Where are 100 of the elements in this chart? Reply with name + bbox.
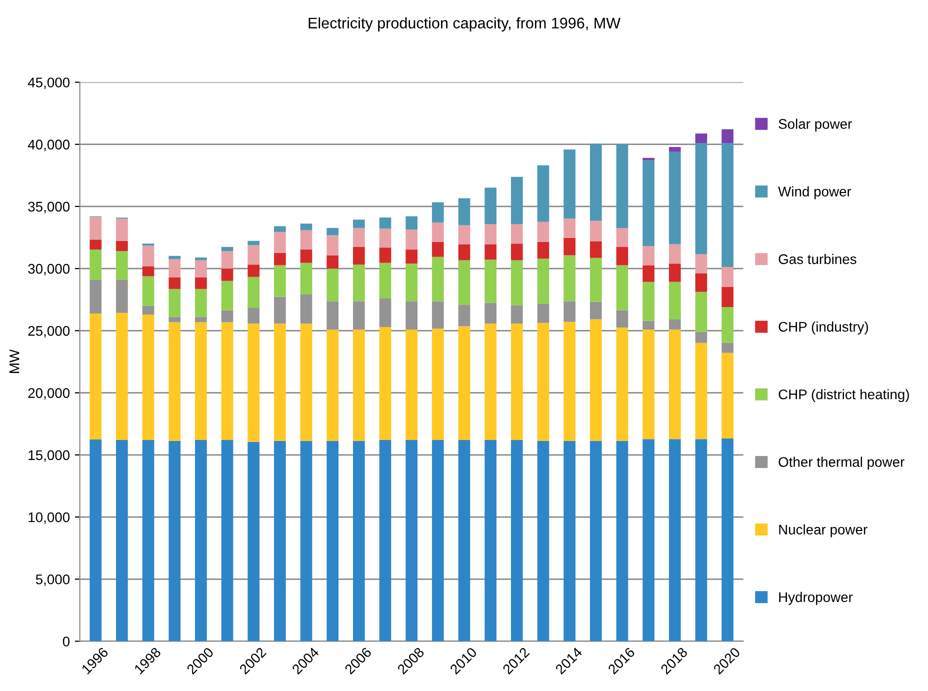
bar (722, 352, 734, 439)
bar (300, 324, 312, 441)
legend-label: Solar power (778, 118, 852, 132)
bar (616, 328, 628, 441)
bar (695, 342, 708, 440)
bar (116, 312, 128, 440)
bar (90, 250, 102, 280)
bar (221, 310, 234, 322)
bar (432, 222, 444, 242)
bar (248, 276, 260, 308)
bar (300, 230, 312, 250)
bar (537, 304, 550, 323)
bar (248, 442, 260, 642)
bar (642, 246, 654, 266)
bar (195, 258, 207, 260)
bar (195, 316, 207, 322)
bar (510, 224, 523, 244)
bar (300, 294, 312, 324)
bar (116, 280, 128, 313)
legend-label: Other thermal power (778, 456, 904, 470)
bar (300, 262, 312, 295)
bar (695, 274, 708, 292)
bar (668, 244, 681, 264)
y-tick-label: 0 (62, 636, 70, 646)
bar (484, 224, 496, 244)
bar (695, 439, 708, 642)
y-tick-label: 10,000 (28, 512, 70, 524)
bar (510, 176, 523, 224)
legend-label: CHP (industry) (778, 322, 868, 334)
bar (221, 322, 234, 440)
bar (116, 251, 128, 280)
bar (642, 160, 654, 246)
bar (90, 314, 102, 440)
bar (352, 301, 365, 330)
bar (484, 260, 496, 303)
bar (274, 252, 286, 266)
bar (406, 440, 418, 642)
bar (564, 322, 576, 441)
bar (326, 301, 338, 330)
bar (616, 310, 628, 328)
bar (326, 255, 338, 269)
bar (590, 258, 602, 302)
y-tick-label: 30,000 (28, 264, 70, 276)
bar (695, 254, 708, 274)
bar (142, 276, 154, 306)
bar (695, 134, 708, 143)
bar (668, 152, 681, 244)
bar (590, 319, 602, 441)
bar (722, 266, 734, 287)
bar (379, 298, 392, 327)
bar (379, 218, 392, 229)
bar (352, 228, 365, 247)
bar (484, 324, 496, 440)
bar (300, 440, 312, 642)
bar (195, 260, 207, 278)
bar (642, 439, 654, 642)
bar (484, 302, 496, 324)
bar (590, 302, 602, 320)
bar (142, 314, 154, 440)
bar (642, 320, 654, 330)
bar (722, 438, 734, 642)
legend-label: Nuclear power (779, 524, 868, 538)
bar (537, 242, 550, 259)
bar (668, 264, 681, 282)
bar (458, 198, 470, 226)
bar (90, 440, 102, 642)
bar (326, 440, 338, 642)
bar (668, 330, 681, 440)
bar (695, 142, 708, 254)
bar (90, 216, 102, 240)
bar (221, 268, 234, 281)
bar (274, 440, 286, 642)
y-tick-label: 5,000 (36, 574, 70, 586)
bar (564, 440, 576, 642)
bar (379, 262, 392, 299)
bar (537, 165, 550, 222)
bar (379, 248, 392, 263)
bar (168, 440, 181, 642)
bar (379, 228, 392, 248)
bar (432, 301, 444, 329)
bar (116, 440, 128, 642)
bar (406, 216, 418, 230)
bar (116, 240, 128, 252)
bar (668, 439, 681, 642)
bar (379, 326, 392, 440)
bar (90, 240, 102, 250)
bar (274, 232, 286, 253)
bar (616, 440, 628, 642)
bar (590, 241, 602, 258)
bar (168, 322, 181, 441)
bar (274, 226, 286, 232)
bar (642, 330, 654, 440)
y-tick-label: 15,000 (28, 450, 70, 462)
bar (510, 260, 523, 306)
bar (510, 324, 523, 440)
bar (168, 256, 181, 260)
bar (458, 225, 470, 244)
bar (248, 324, 260, 442)
bar (537, 258, 550, 304)
bar (537, 440, 550, 642)
